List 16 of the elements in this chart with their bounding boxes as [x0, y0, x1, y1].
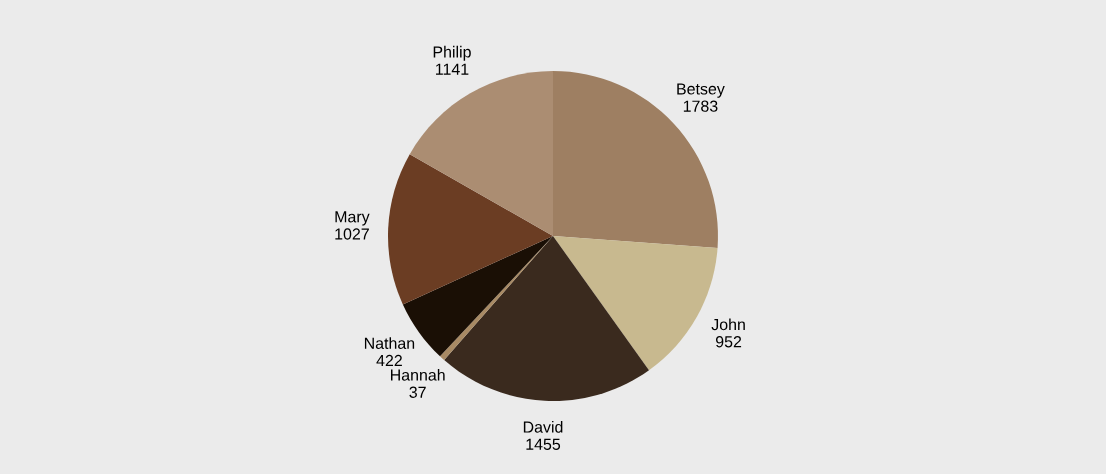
pie-slice — [388, 154, 553, 305]
slice-label: Betsey — [677, 83, 725, 98]
pie-slice — [444, 236, 649, 401]
slice-label: Mary — [335, 211, 370, 226]
slice-label: Nathan — [364, 337, 415, 349]
slice-label: Hannah — [391, 368, 445, 381]
slice-label: Philip — [433, 45, 471, 61]
data-label: 1027 — [335, 228, 369, 240]
data-label: 1141 — [436, 63, 469, 75]
slice-label: David — [523, 421, 563, 433]
data-label: 422 — [376, 354, 402, 367]
data-label: 952 — [715, 336, 742, 348]
slice-label: John — [711, 318, 745, 331]
data-label: 37 — [409, 386, 426, 398]
data-label: 1783 — [683, 100, 718, 112]
data-label: 1455 — [526, 438, 561, 450]
